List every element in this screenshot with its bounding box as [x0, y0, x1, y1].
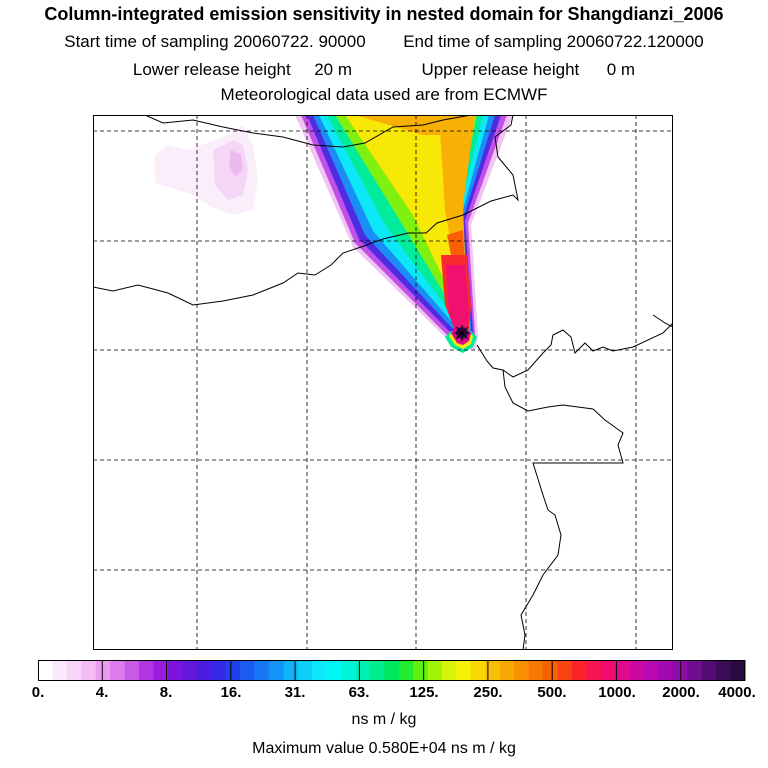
- colorbar-cell: [456, 660, 472, 681]
- colorbar-dividers: [101, 660, 682, 681]
- start-time-label: Start time of sampling 20060722. 90000: [64, 32, 366, 51]
- colorbar-cell: [95, 660, 111, 681]
- colorbar-cell: [225, 660, 241, 681]
- colorbar-cell: [326, 660, 342, 681]
- colorbar-cell: [701, 660, 717, 681]
- colorbar-tick-label: 8.: [159, 684, 173, 701]
- colorbar-cell: [355, 660, 371, 681]
- colorbar-cell: [254, 660, 270, 681]
- colorbar-cell: [658, 660, 674, 681]
- end-time-label: End time of sampling 20060722.120000: [403, 32, 704, 51]
- sampling-times: Start time of sampling 20060722. 90000 E…: [0, 32, 768, 52]
- colorbar-tick-label: 125.: [409, 684, 439, 701]
- plume-level-13: [446, 265, 469, 333]
- border-north: [144, 115, 472, 148]
- lower-release-label: Lower release height: [132, 60, 291, 79]
- lower-release-value: 20 m: [314, 60, 352, 79]
- met-data-source: Meteorological data used are from ECMWF: [220, 85, 548, 104]
- colorbar-cell: [514, 660, 530, 681]
- colorbar-cells: [38, 660, 746, 681]
- station-star-icon: [454, 325, 470, 341]
- colorbar-tick-label: 250.: [473, 684, 503, 701]
- colorbar: [38, 660, 746, 681]
- colorbar-cell: [153, 660, 169, 681]
- upper-release-value: 0 m: [606, 60, 636, 79]
- colorbar-cell: [730, 660, 746, 681]
- colorbar-cell: [687, 660, 703, 681]
- colorbar-cell: [644, 660, 659, 681]
- plume-field: [155, 115, 513, 353]
- colorbar-cell: [240, 660, 255, 681]
- coast-shandong: [502, 369, 624, 650]
- colorbar-tick-label: 16.: [220, 684, 242, 701]
- coastlines: [93, 115, 673, 650]
- colorbar-cell: [283, 660, 299, 681]
- colorbar-cell: [427, 660, 443, 681]
- colorbar-tick-label: 4.: [95, 684, 109, 701]
- release-heights: Lower release height 20 m Upper release …: [0, 60, 768, 80]
- colorbar-cell: [615, 660, 631, 681]
- colorbar-cell: [442, 660, 457, 681]
- plume-level-1c: [229, 150, 243, 177]
- colorbar-cell: [182, 660, 198, 681]
- plot-title: Column-integrated emission sensitivity i…: [44, 4, 724, 24]
- colorbar-cell: [167, 660, 183, 681]
- colorbar-cell: [586, 660, 602, 681]
- colorbar-units: ns m / kg: [351, 711, 417, 728]
- map-frame: [93, 115, 673, 650]
- colorbar-frame: [38, 660, 745, 681]
- plume-level-9: [345, 115, 471, 323]
- colorbar-cell: [369, 660, 385, 681]
- colorbar-cell: [52, 660, 68, 681]
- colorbar-tick-label: 4000.: [718, 684, 756, 701]
- colorbar-cell: [211, 660, 227, 681]
- colorbar-cell: [341, 660, 356, 681]
- colorbar-cell: [110, 660, 126, 681]
- colorbar-cell: [557, 660, 573, 681]
- colorbar-cell: [196, 660, 212, 681]
- sensitivity-map: [93, 115, 673, 650]
- border-middle: [93, 115, 519, 306]
- colorbar-cell: [485, 660, 501, 681]
- colorbar-cell: [384, 660, 400, 681]
- colorbar-tick-label: 2000.: [662, 684, 700, 701]
- colorbar-cell: [571, 660, 587, 681]
- colorbar-cell: [66, 660, 82, 681]
- colorbar-cell: [716, 660, 732, 681]
- colorbar-cell: [528, 660, 544, 681]
- colorbar-cell: [600, 660, 616, 681]
- colorbar-cell: [312, 660, 328, 681]
- colorbar-cell: [38, 660, 53, 681]
- colorbar-tick-label: 31.: [284, 684, 306, 701]
- colorbar-cell: [470, 660, 486, 681]
- colorbar-cell: [81, 660, 97, 681]
- colorbar-cell: [124, 660, 140, 681]
- colorbar-tick-label: 500.: [537, 684, 567, 701]
- colorbar-cell: [297, 660, 313, 681]
- colorbar-cell: [398, 660, 414, 681]
- colorbar-cell: [413, 660, 429, 681]
- upper-release-label: Upper release height: [421, 60, 580, 79]
- colorbar-cell: [543, 660, 558, 681]
- maximum-value: Maximum value 0.580E+04 ns m / kg: [252, 740, 516, 757]
- colorbar-tick-label: 1000.: [598, 684, 636, 701]
- graticule: [93, 115, 673, 650]
- plume-level-10: [355, 115, 459, 135]
- colorbar-cell: [499, 660, 515, 681]
- colorbar-cell: [139, 660, 154, 681]
- colorbar-cell: [268, 660, 284, 681]
- colorbar-tick-label: 0.: [31, 684, 45, 701]
- colorbar-tick-label: 63.: [348, 684, 370, 701]
- coast-korea: [652, 314, 673, 328]
- colorbar-cell: [629, 660, 645, 681]
